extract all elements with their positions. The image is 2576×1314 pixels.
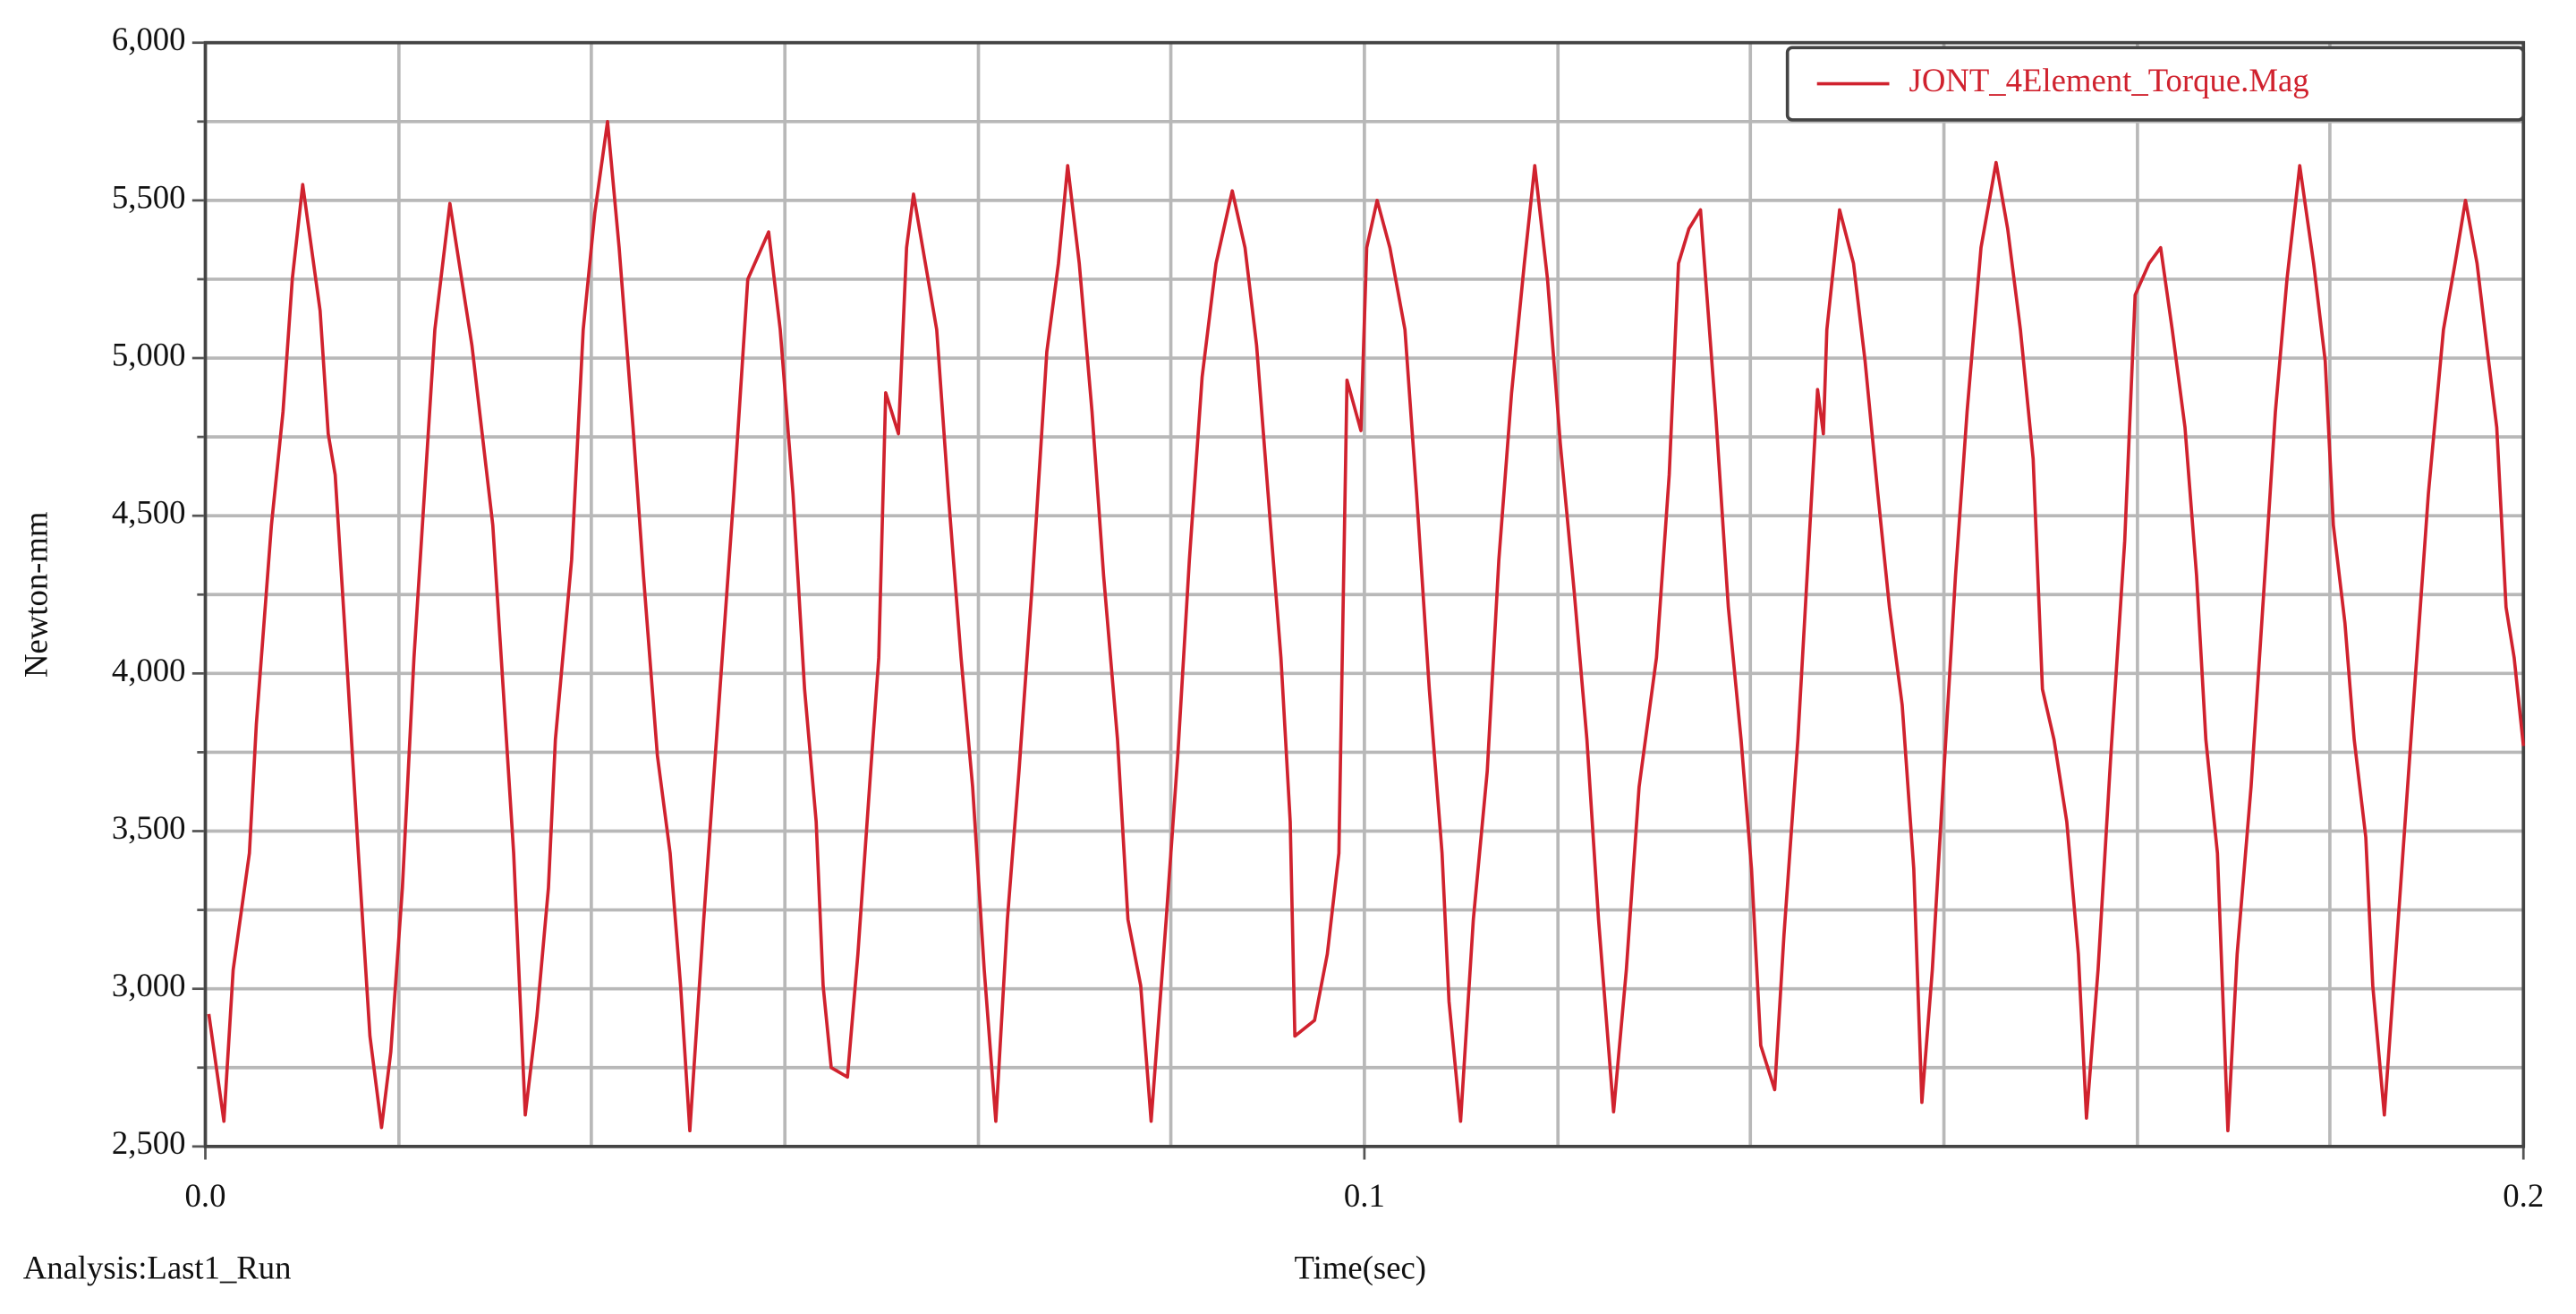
- x-tick-label: 0.0: [185, 1177, 226, 1214]
- x-tick-label: 0.2: [2503, 1177, 2544, 1214]
- plot-frame: [203, 40, 2526, 1148]
- legend-box: [1785, 46, 2526, 122]
- y-tick-label: 5,500: [112, 178, 186, 215]
- y-tick-label: 5,000: [112, 336, 186, 372]
- y-axis-label: Newton-mm: [17, 512, 54, 678]
- y-tick-label: 6,000: [112, 21, 186, 57]
- y-tick-label: 3,000: [112, 967, 186, 1003]
- y-tick-label: 4,500: [112, 494, 186, 531]
- legend-label: JONT_4Element_Torque.Mag: [1909, 62, 2309, 98]
- y-tick-label: 3,500: [112, 809, 186, 846]
- y-tick-label: 2,500: [112, 1124, 186, 1161]
- footnote: Analysis:Last1_Run: [23, 1250, 292, 1286]
- data-line: [207, 119, 2526, 1133]
- x-axis-label: Time(sec): [1295, 1250, 1427, 1286]
- y-tick-label: 4,000: [112, 652, 186, 688]
- x-tick-label: 0.1: [1344, 1177, 1385, 1214]
